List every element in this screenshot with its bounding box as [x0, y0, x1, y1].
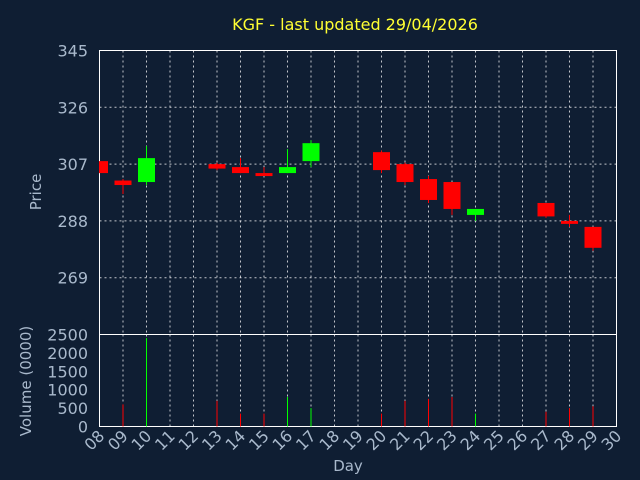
candle-body [138, 158, 155, 183]
volume-y-tick-label: 0 [78, 418, 88, 437]
candle-body [302, 143, 320, 162]
candle-body [537, 202, 555, 217]
candle-body [373, 152, 390, 171]
candles [99, 140, 602, 251]
volume-y-tick-label: 500 [57, 399, 88, 418]
candle-body [584, 226, 602, 248]
candle-body [279, 167, 296, 174]
candle-body [99, 161, 108, 174]
volume-y-tick-label: 2000 [47, 344, 88, 363]
volume-y-tick-label: 2500 [47, 326, 88, 345]
candle-body [232, 167, 249, 174]
volume-bars [122, 338, 594, 427]
price-y-tick-label: 345 [57, 42, 88, 61]
chart-title: KGF - last updated 29/04/2026 [232, 15, 478, 34]
price-y-ticks: 269 288 307 326 345 [57, 42, 88, 288]
volume-grid [99, 334, 617, 427]
price-y-tick-label: 326 [57, 98, 88, 117]
candle-body [420, 179, 437, 200]
x-tick-label: 30 [597, 426, 625, 454]
price-grid [99, 50, 617, 335]
candle-body [396, 164, 414, 183]
candle-body [467, 208, 484, 215]
candle-body [255, 173, 273, 177]
candle-body [114, 180, 132, 186]
candle-body [208, 164, 226, 169]
x-axis-title: Day [333, 457, 363, 475]
price-y-tick-label: 269 [57, 269, 88, 288]
volume-panel-frame [99, 334, 617, 427]
volume-axis-title: Volume (0000) [17, 326, 35, 436]
price-y-tick-label: 307 [57, 155, 88, 174]
price-axis-title: Price [27, 174, 45, 211]
price-y-tick-label: 288 [57, 212, 88, 231]
volume-y-tick-label: 1500 [47, 362, 88, 381]
x-ticks: 0809101112131415161718192021222324252627… [80, 426, 625, 454]
candle-body [561, 220, 578, 224]
candle-body [443, 182, 461, 209]
volume-y-tick-label: 1000 [47, 381, 88, 400]
